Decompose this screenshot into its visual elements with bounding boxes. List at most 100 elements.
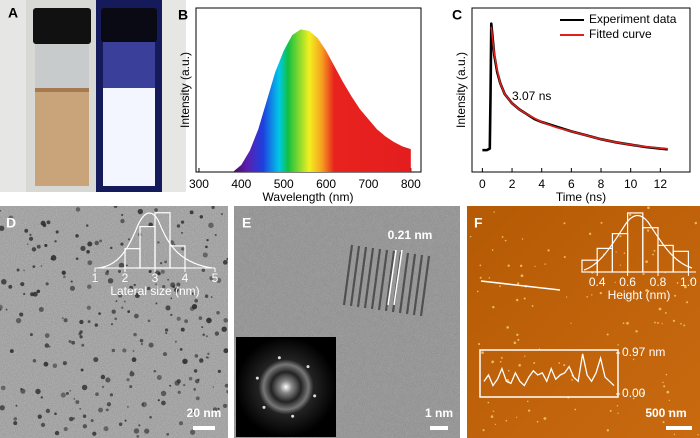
scale-bar <box>430 426 448 430</box>
fft-spot <box>255 376 259 380</box>
particle <box>164 328 169 332</box>
vial-liquid <box>35 88 89 186</box>
series-line <box>482 22 668 152</box>
particle <box>94 240 100 246</box>
particle <box>686 301 689 304</box>
particle <box>55 230 59 234</box>
particle <box>632 358 635 361</box>
particle <box>106 402 112 407</box>
particle <box>156 375 162 381</box>
particle <box>493 211 495 213</box>
fft-inset <box>236 337 336 437</box>
particle <box>161 400 166 406</box>
particle <box>162 352 168 357</box>
particle <box>628 213 632 216</box>
particle <box>516 282 520 285</box>
particle <box>162 284 166 289</box>
particle <box>222 260 228 265</box>
particle <box>606 333 609 336</box>
x-tick-label: 10 <box>624 177 638 191</box>
particle <box>31 247 37 252</box>
particle <box>93 357 99 363</box>
x-axis-label: Wavelength (nm) <box>263 190 354 204</box>
particle <box>167 278 169 281</box>
particle <box>87 320 91 324</box>
particle <box>180 220 185 224</box>
particle <box>667 410 670 412</box>
particle <box>195 396 200 401</box>
lattice-fringes <box>342 244 431 317</box>
particle <box>487 401 490 404</box>
panel-label: D <box>6 215 16 231</box>
x-tick-label: 600 <box>316 177 336 191</box>
particle <box>16 268 20 272</box>
particle <box>189 210 194 215</box>
particle <box>207 352 210 356</box>
particle <box>501 235 504 238</box>
x-tick-label: 0.8 <box>650 275 667 289</box>
particle <box>79 335 83 339</box>
particle <box>65 392 69 395</box>
particle <box>23 292 26 296</box>
particle <box>159 262 163 265</box>
particle <box>469 235 472 238</box>
particle <box>170 297 173 300</box>
particle <box>615 251 617 253</box>
particle <box>0 209 2 212</box>
particle <box>8 284 13 289</box>
particle <box>0 225 5 232</box>
particle <box>110 323 114 326</box>
particle <box>60 392 66 398</box>
particle <box>547 249 550 252</box>
particle <box>632 397 635 400</box>
particle <box>92 431 97 436</box>
fft-spot <box>291 414 295 418</box>
particle <box>63 318 68 323</box>
particle <box>177 390 181 394</box>
particle <box>81 384 88 391</box>
particle <box>52 363 58 368</box>
particle <box>70 280 73 283</box>
particle <box>189 306 195 311</box>
particle <box>658 307 662 311</box>
particle <box>44 243 48 248</box>
particle <box>109 246 113 250</box>
particle <box>141 403 145 406</box>
particle <box>206 317 212 324</box>
tem-image <box>0 206 228 438</box>
particle <box>683 324 686 327</box>
particle <box>214 233 217 237</box>
particle <box>126 264 128 267</box>
particle <box>563 255 566 259</box>
particle <box>63 275 66 279</box>
particle <box>75 234 79 238</box>
x-tick-label: 500 <box>274 177 294 191</box>
particle <box>144 428 150 434</box>
particle <box>626 321 629 325</box>
fringe <box>398 252 410 314</box>
particle <box>62 361 67 366</box>
particle <box>111 348 116 353</box>
particle <box>160 269 165 274</box>
particle <box>153 370 157 373</box>
particle <box>118 422 123 426</box>
afm-image <box>467 206 700 438</box>
particle <box>224 383 228 388</box>
particle <box>524 355 526 357</box>
lattice-marker <box>393 249 403 306</box>
x-tick-label: 0 <box>479 177 486 191</box>
panel-label: A <box>8 5 18 21</box>
particle <box>646 229 650 232</box>
particle <box>75 400 80 405</box>
particle <box>223 348 228 354</box>
vial-glass <box>103 42 155 88</box>
particle <box>647 206 650 210</box>
particle <box>174 340 177 343</box>
histogram-bar <box>169 245 186 269</box>
particle <box>157 272 161 276</box>
particle <box>202 333 205 337</box>
particle <box>182 358 188 365</box>
particle <box>654 321 656 324</box>
particle <box>571 378 573 381</box>
